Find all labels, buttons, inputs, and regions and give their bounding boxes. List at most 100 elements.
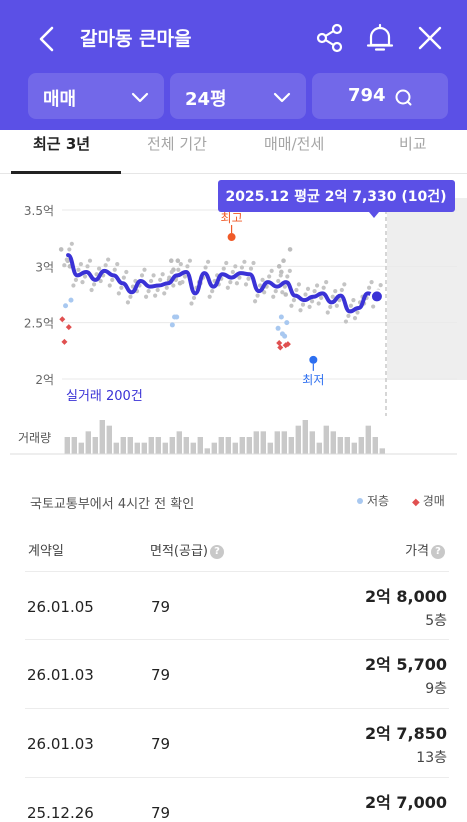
volume-bar — [183, 437, 189, 454]
deal-point — [185, 264, 190, 269]
auction-point — [59, 316, 66, 323]
volume-bar — [211, 442, 217, 454]
deal-point — [324, 280, 329, 285]
deal-point — [355, 310, 360, 315]
chevron-down-icon — [273, 92, 291, 103]
table-row[interactable]: 25.12.26 79 2억 7,000 — [25, 777, 449, 822]
deal-point — [87, 258, 93, 263]
share-icon[interactable] — [314, 22, 346, 54]
low-floor-point — [63, 303, 69, 309]
deal-point — [280, 290, 285, 295]
price-trend-line — [66, 253, 379, 314]
deal-point — [316, 301, 321, 306]
help-icon[interactable]: ? — [431, 545, 445, 559]
volume-bar — [232, 442, 238, 454]
volume-bar — [225, 437, 231, 454]
size-select[interactable]: 24평 — [170, 73, 306, 119]
deal-point — [180, 280, 185, 285]
deal-point — [58, 247, 64, 252]
header: 갈마동 큰마을 매매 24평 794 — [0, 0, 467, 130]
deal-point — [303, 292, 308, 297]
help-icon[interactable]: ? — [209, 545, 224, 559]
deal-point — [205, 259, 211, 264]
volume-bar — [169, 437, 175, 454]
deal-point — [269, 268, 274, 273]
deal-point — [243, 282, 249, 287]
deal-point — [283, 292, 289, 297]
deal-point — [296, 282, 302, 287]
comments-button[interactable]: 794 — [312, 73, 448, 119]
y-tick-label: 2.5억 — [24, 317, 54, 331]
active-tab-indicator — [11, 171, 121, 174]
period-tabs: 최근 3년 전체 기간 매매/전세 비교 — [0, 130, 467, 174]
deal-point — [155, 287, 160, 293]
tab-all-period[interactable]: 전체 기간 — [147, 135, 207, 153]
tab-compare[interactable]: 비교 — [399, 135, 427, 153]
deal-point — [279, 269, 284, 275]
deal-point — [285, 274, 290, 279]
deal-point — [94, 272, 99, 277]
deal-point — [160, 272, 165, 277]
deal-point — [167, 275, 172, 280]
table-row[interactable]: 26.01.05 79 2억 8,000 5층 — [25, 571, 449, 639]
volume-bar — [204, 448, 210, 454]
deal-point — [182, 274, 188, 279]
bell-icon[interactable] — [364, 22, 396, 54]
close-icon[interactable] — [414, 22, 446, 54]
volume-bar — [120, 437, 126, 454]
deal-point — [328, 304, 333, 309]
volume-bar — [218, 437, 224, 454]
deal-point — [348, 303, 354, 308]
volume-bar — [302, 420, 308, 454]
deal-point — [71, 283, 76, 288]
volume-bar — [190, 442, 196, 454]
deal-point — [171, 283, 176, 288]
cursor-dot — [369, 289, 384, 304]
low-label: 최저 — [302, 373, 324, 387]
volume-bar — [155, 437, 161, 454]
deal-point — [91, 282, 97, 287]
low-floor-point — [284, 320, 290, 326]
header-area[interactable]: 면적(공급)? — [150, 540, 224, 559]
volume-bar — [267, 442, 273, 454]
deal-point — [107, 283, 112, 288]
deal-point — [352, 316, 358, 321]
volume-bar — [141, 442, 147, 454]
deal-point — [330, 294, 335, 299]
table-header: 계약일 면적(공급)? 가격? — [0, 540, 467, 570]
deal-point — [257, 283, 263, 288]
deal-point — [260, 277, 265, 282]
chevron-down-icon — [131, 92, 149, 103]
back-icon[interactable] — [30, 22, 64, 56]
deal-point — [239, 265, 245, 270]
deal-point — [307, 304, 312, 309]
volume-bar — [323, 425, 329, 454]
deal-point — [168, 258, 174, 263]
volume-bar — [260, 431, 266, 454]
header-price[interactable]: 가격? — [405, 540, 445, 559]
volume-bar — [358, 437, 364, 454]
deal-point — [203, 265, 208, 270]
table-row[interactable]: 26.01.03 79 2억 7,850 13층 — [25, 708, 449, 776]
page-title: 갈마동 큰마을 — [80, 28, 192, 50]
volume-bar — [92, 437, 98, 454]
deal-point — [325, 310, 330, 315]
volume-bar — [134, 442, 140, 454]
deal-point — [78, 261, 84, 267]
tab-sale-lease[interactable]: 매매/전세 — [264, 135, 325, 153]
table-row[interactable]: 26.01.03 79 2억 5,700 9층 — [25, 639, 449, 707]
deal-point — [255, 293, 260, 298]
tab-recent-3y[interactable]: 최근 3년 — [33, 135, 91, 153]
deal-point — [89, 287, 94, 293]
deal-point — [228, 280, 233, 285]
data-source: 국토교통부에서 4시간 전 확인 — [30, 497, 195, 512]
deal-point — [289, 303, 294, 308]
deal-point — [175, 258, 181, 263]
header-date[interactable]: 계약일 — [28, 544, 64, 559]
volume-bar — [330, 431, 336, 454]
deal-point — [287, 247, 293, 252]
deal-point — [162, 291, 167, 296]
deal-point — [125, 300, 131, 305]
deal-type-select[interactable]: 매매 — [28, 73, 164, 119]
